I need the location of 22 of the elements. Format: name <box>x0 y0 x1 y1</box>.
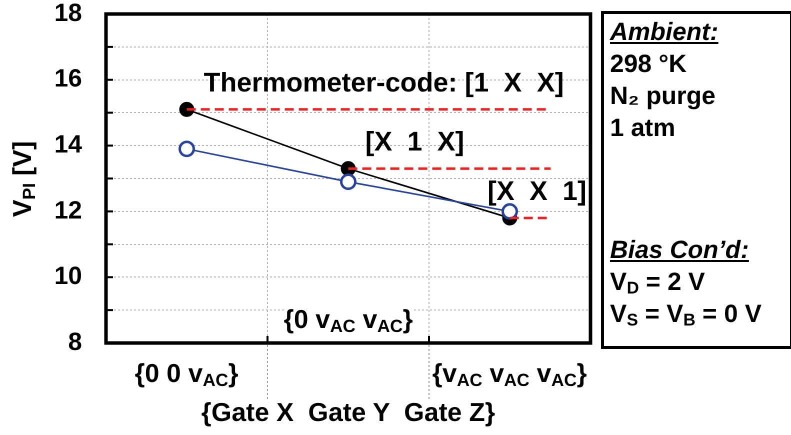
text: V$_{D}$ = 2 V <box>610 268 705 298</box>
text: Bias Con’d: <box>610 236 749 264</box>
x-axis-title: {Gate X Gate Y Gate Z} <box>201 397 496 427</box>
y-tick-label: 10 <box>54 262 82 290</box>
y-tick-label: 12 <box>54 196 82 224</box>
point <box>178 140 195 158</box>
text: 298 °K <box>610 50 687 78</box>
ref-line-label: Thermometer-code: [1 X X] <box>204 67 564 98</box>
x-tick-label: {v$_{AC}$ v$_{AC}$ v$_{AC}$} <box>432 358 587 390</box>
x-tick-label: {0 0 v$_{AC}$} <box>134 358 238 390</box>
ref-line-label: [X X 1] <box>487 176 587 206</box>
x-tick-label: {0 v$_{AC}$ v$_{AC}$} <box>284 304 413 336</box>
text: Ambient: <box>610 18 718 46</box>
text: N₂ purge <box>610 82 716 110</box>
y-tick-label: 14 <box>54 130 82 158</box>
y-tick-label: 18 <box>54 0 82 27</box>
text: V$_{S}$ = V$_{B}$ = 0 V <box>610 300 762 330</box>
text: 1 atm <box>610 114 676 142</box>
y-tick-label: 8 <box>68 328 82 356</box>
point <box>340 174 356 190</box>
y-tick-label: 16 <box>54 64 82 93</box>
ref-line-label: [X 1 X] <box>365 126 464 157</box>
